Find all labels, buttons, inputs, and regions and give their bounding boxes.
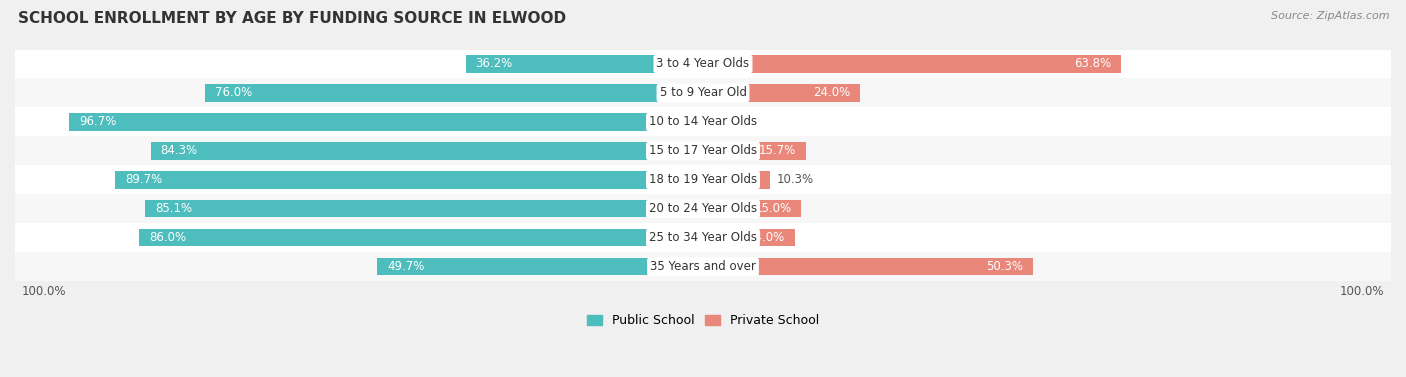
Text: 3.3%: 3.3% xyxy=(731,115,761,129)
Text: 84.3%: 84.3% xyxy=(160,144,198,157)
Text: 76.0%: 76.0% xyxy=(215,86,252,100)
Text: 85.1%: 85.1% xyxy=(155,202,193,215)
Text: 24.0%: 24.0% xyxy=(813,86,851,100)
Bar xyxy=(15,136,1391,166)
Text: 35 Years and over: 35 Years and over xyxy=(650,260,756,273)
Text: 10 to 14 Year Olds: 10 to 14 Year Olds xyxy=(650,115,756,129)
Bar xyxy=(15,194,1391,223)
Bar xyxy=(703,258,1032,276)
Text: 100.0%: 100.0% xyxy=(1340,285,1385,298)
Bar xyxy=(15,223,1391,252)
Bar xyxy=(703,200,801,218)
Bar xyxy=(150,142,703,159)
Text: 15.0%: 15.0% xyxy=(755,202,792,215)
Text: 63.8%: 63.8% xyxy=(1074,57,1111,70)
Text: Source: ZipAtlas.com: Source: ZipAtlas.com xyxy=(1271,11,1389,21)
Text: 25 to 34 Year Olds: 25 to 34 Year Olds xyxy=(650,231,756,244)
Bar xyxy=(377,258,703,276)
Bar xyxy=(703,55,1121,73)
Bar xyxy=(15,166,1391,194)
Bar xyxy=(69,113,703,130)
Bar xyxy=(139,229,703,247)
Bar xyxy=(15,78,1391,107)
Bar xyxy=(703,113,724,130)
Text: 18 to 19 Year Olds: 18 to 19 Year Olds xyxy=(650,173,756,186)
Bar xyxy=(15,252,1391,281)
Text: 36.2%: 36.2% xyxy=(475,57,513,70)
Text: 15.7%: 15.7% xyxy=(759,144,796,157)
Text: 86.0%: 86.0% xyxy=(149,231,187,244)
Text: SCHOOL ENROLLMENT BY AGE BY FUNDING SOURCE IN ELWOOD: SCHOOL ENROLLMENT BY AGE BY FUNDING SOUR… xyxy=(18,11,567,26)
Text: 89.7%: 89.7% xyxy=(125,173,162,186)
Bar xyxy=(205,84,703,102)
Bar xyxy=(703,84,860,102)
Legend: Public School, Private School: Public School, Private School xyxy=(582,309,824,332)
Bar xyxy=(115,171,703,188)
Text: 3 to 4 Year Olds: 3 to 4 Year Olds xyxy=(657,57,749,70)
Text: 50.3%: 50.3% xyxy=(986,260,1022,273)
Bar xyxy=(703,229,794,247)
Text: 49.7%: 49.7% xyxy=(387,260,425,273)
Text: 100.0%: 100.0% xyxy=(21,285,66,298)
Bar xyxy=(15,49,1391,78)
Bar xyxy=(703,142,806,159)
Bar xyxy=(15,107,1391,136)
Bar xyxy=(465,55,703,73)
Bar xyxy=(703,171,770,188)
Text: 14.0%: 14.0% xyxy=(748,231,785,244)
Text: 20 to 24 Year Olds: 20 to 24 Year Olds xyxy=(650,202,756,215)
Text: 10.3%: 10.3% xyxy=(778,173,814,186)
Text: 15 to 17 Year Olds: 15 to 17 Year Olds xyxy=(650,144,756,157)
Text: 96.7%: 96.7% xyxy=(79,115,117,129)
Bar xyxy=(145,200,703,218)
Text: 5 to 9 Year Old: 5 to 9 Year Old xyxy=(659,86,747,100)
